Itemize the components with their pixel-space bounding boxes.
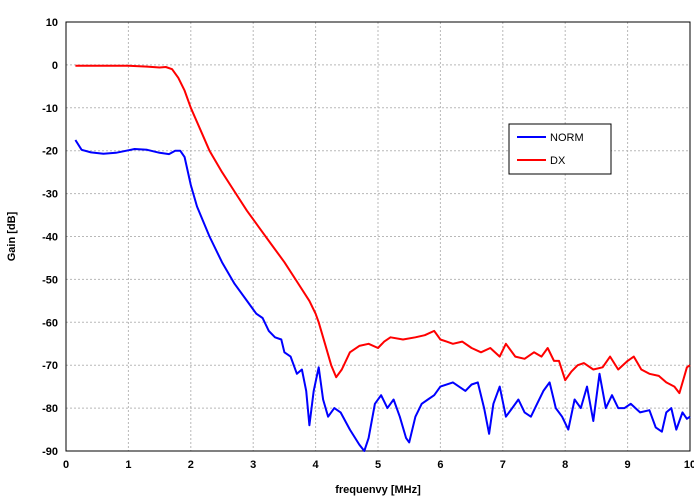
x-tick-label: 1 (125, 459, 131, 471)
legend: NORM DX (508, 123, 612, 175)
x-tick-label: 10 (684, 459, 694, 471)
y-axis-ticks: 10 0 -10 -20 -30 -40 -50 -60 -70 -80 -90 (42, 17, 58, 458)
y-tick-label: -60 (42, 317, 58, 329)
series-lines (74, 64, 691, 452)
y-tick-label: 0 (52, 60, 58, 72)
x-tick-label: 5 (375, 459, 381, 471)
plot-frame (65, 21, 691, 452)
series-line-dx (75, 64, 691, 395)
x-tick-label: 6 (437, 459, 443, 471)
y-tick-label: 10 (46, 17, 58, 29)
x-tick-label: 3 (250, 459, 256, 471)
legend-label-dx: DX (550, 155, 566, 167)
legend-label-norm: NORM (550, 132, 584, 144)
x-tick-label: 2 (188, 459, 194, 471)
series-line-norm (74, 139, 691, 452)
legend-box (508, 123, 612, 175)
y-axis-label: Gain [dB] (6, 211, 18, 261)
y-tick-label: -20 (42, 146, 58, 158)
y-tick-label: -80 (42, 403, 58, 415)
x-axis-ticks: 0 1 2 3 4 5 6 7 8 9 10 (63, 459, 694, 471)
y-tick-label: -90 (42, 446, 58, 458)
x-axis-label: frequenvy [MHz] (335, 484, 421, 496)
x-tick-label: 9 (625, 459, 631, 471)
y-tick-label: -10 (42, 103, 58, 115)
x-tick-label: 8 (562, 459, 568, 471)
y-tick-label: -40 (42, 232, 58, 244)
y-tick-label: -70 (42, 360, 58, 372)
y-tick-label: -30 (42, 189, 58, 201)
y-tick-label: -50 (42, 274, 58, 286)
x-tick-label: 0 (63, 459, 69, 471)
x-tick-label: 4 (313, 459, 320, 471)
x-tick-label: 7 (500, 459, 506, 471)
